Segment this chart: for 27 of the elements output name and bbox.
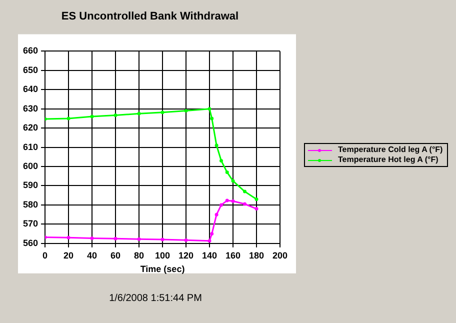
x-tick-label: 40 — [87, 250, 98, 260]
x-tick-label: 140 — [202, 250, 218, 260]
y-tick-label: 600 — [22, 161, 38, 172]
y-tick-label: 610 — [22, 142, 38, 152]
y-tick-label: 650 — [22, 64, 38, 75]
chart-title: ES Uncontrolled Bank Withdrawal — [61, 10, 239, 23]
y-tick-label: 660 — [22, 46, 38, 56]
x-tick-label: 120 — [178, 250, 194, 260]
x-tick-label: 80 — [134, 250, 144, 260]
y-tick-label: 640 — [22, 84, 38, 94]
x-tick-label: 60 — [110, 250, 121, 260]
x-tick-label: 20 — [64, 250, 74, 260]
y-tick-label: 580 — [22, 199, 38, 210]
y-tick-label: 570 — [22, 218, 38, 229]
y-tick-label: 590 — [22, 180, 38, 190]
y-tick-label: 560 — [22, 238, 38, 248]
text: 1/6/2008 1:51:44 PM — [108, 293, 203, 304]
x-tick-label: 100 — [154, 250, 170, 260]
x-tick-label: 200 — [272, 250, 288, 260]
y-tick-label: 630 — [22, 103, 38, 114]
legend-label: Temperature Hot leg A (°F) — [338, 155, 438, 165]
x-tick-label: 160 — [225, 250, 241, 260]
y-tick-label: 620 — [22, 122, 38, 133]
x-tick-label: 180 — [248, 250, 264, 260]
x-tick-label: 0 — [42, 250, 48, 260]
x-axis-title: Time (sec) — [140, 264, 185, 274]
legend-label: Temperature Cold leg A (°F) — [338, 145, 443, 155]
